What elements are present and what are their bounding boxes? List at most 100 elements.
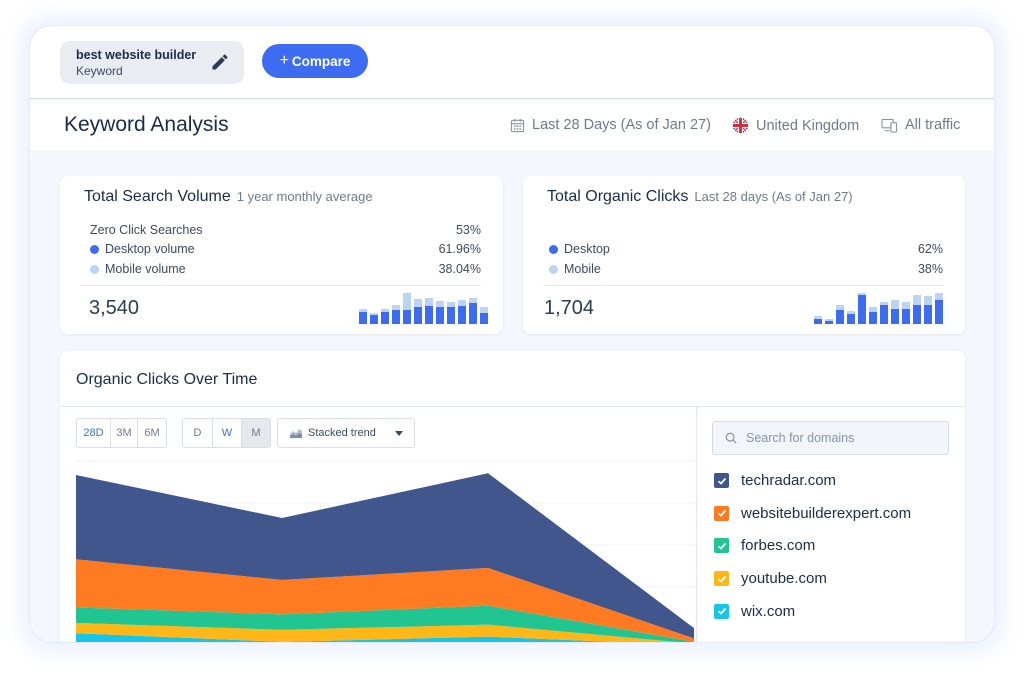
spark-bar (359, 309, 367, 324)
search-volume-title: Total Search Volume (84, 188, 231, 205)
spark-bar-mobile (403, 293, 411, 310)
spark-bar-desktop (458, 306, 466, 324)
chevron-down-icon (395, 431, 403, 436)
desktop-clicks-label: Desktop (564, 242, 610, 256)
date-filter-label: Last 28 Days (As of Jan 27) (532, 117, 711, 133)
organic-clicks-over-time-card: Organic Clicks Over Time 28D 3M 6M D W M… (60, 351, 965, 642)
app-window: best website builder Keyword + Compare K… (30, 26, 994, 642)
zero-click-value: 53% (455, 223, 481, 237)
domain-item[interactable]: youtube.com (714, 570, 827, 587)
spark-bar-mobile (836, 305, 844, 310)
range-option-3m[interactable]: 3M (110, 419, 137, 447)
spark-bar (924, 296, 932, 324)
spark-bar-mobile (847, 311, 855, 314)
range-option-28d[interactable]: 28D (83, 427, 104, 439)
search-icon (725, 432, 737, 444)
plus-icon: + (279, 52, 289, 69)
zero-click-label: Zero Click Searches (90, 223, 203, 237)
checkbox-checked-icon[interactable] (714, 571, 729, 587)
spark-bar-desktop (436, 307, 444, 324)
search-volume-card: Total Search Volume 1 year monthly averag… (60, 176, 503, 334)
uk-flag-icon (732, 117, 749, 134)
domain-search-input[interactable] (746, 431, 926, 445)
date-filter[interactable]: Last 28 Days (As of Jan 27) (510, 117, 711, 133)
spark-bar-desktop (847, 314, 855, 324)
view-mode-dropdown[interactable]: Stacked trend (277, 418, 415, 448)
spark-bar-desktop (825, 321, 833, 324)
organic-clicks-title: Total Organic Clicks (547, 188, 689, 205)
page-header: Keyword Analysis Last 28 Days (As of Jan… (30, 100, 994, 150)
spark-bar-desktop (814, 319, 822, 324)
area-wix-com (76, 633, 616, 642)
area-techradar-com (76, 473, 694, 639)
area-youtube-com (76, 622, 678, 642)
domain-item[interactable]: techradar.com (714, 472, 836, 489)
compare-button[interactable]: + Compare (262, 44, 368, 78)
domain-label: wix.com (741, 602, 796, 620)
spark-bar-desktop (858, 295, 866, 324)
spark-bar (480, 307, 488, 324)
organic-clicks-subtitle: Last 28 days (As of Jan 27) (694, 189, 853, 204)
spark-bar-mobile (825, 319, 833, 321)
checkbox-checked-icon[interactable] (714, 603, 729, 619)
spark-bar-desktop (935, 300, 943, 324)
domain-item[interactable]: websitebuilderexpert.com (714, 505, 911, 522)
pencil-icon[interactable] (210, 52, 230, 72)
desktop-clicks-value: 62% (917, 242, 943, 256)
spark-bar-desktop (414, 307, 422, 324)
spark-bar-mobile (902, 302, 910, 309)
checkbox-checked-icon[interactable] (714, 505, 729, 521)
keyword-chip[interactable]: best website builder Keyword (60, 41, 244, 84)
domain-search[interactable] (712, 421, 949, 455)
domain-item[interactable]: wix.com (714, 603, 795, 620)
spark-bar-mobile (381, 309, 389, 312)
spark-bar (858, 293, 866, 324)
desktop-legend-dot (90, 244, 99, 254)
divider (80, 285, 481, 286)
organic-clicks-total: 1,704 (544, 297, 595, 319)
spark-bar-desktop (869, 312, 877, 324)
spark-bar (847, 311, 855, 324)
view-mode-label: Stacked trend (308, 427, 376, 439)
checkbox-checked-icon[interactable] (714, 538, 729, 554)
area-websitebuilderexpert-com (76, 559, 694, 642)
spark-bar-mobile (880, 302, 888, 305)
granularity-option-d[interactable]: D (193, 427, 202, 439)
spark-bar (869, 307, 877, 324)
range-selector: 28D 3M 6M (76, 418, 167, 448)
divider (60, 406, 965, 407)
granularity-option-m[interactable]: M (241, 419, 270, 447)
spark-bar-mobile (913, 295, 921, 305)
spark-bar (836, 305, 844, 324)
traffic-filter-label: All traffic (905, 117, 961, 133)
spark-bar (458, 300, 466, 324)
spark-bar-mobile (924, 296, 932, 305)
country-filter[interactable]: United Kingdom (732, 117, 859, 134)
keyword-title: best website builder (76, 48, 197, 62)
mobile-legend-dot (549, 264, 558, 274)
spark-bar-desktop (902, 309, 910, 324)
spark-bar (414, 299, 422, 324)
stacked-area-chart (76, 460, 694, 642)
spark-bar-mobile (935, 293, 943, 300)
spark-bar-mobile (447, 302, 455, 307)
spark-bar (825, 319, 833, 324)
granularity-option-w[interactable]: W (212, 419, 241, 447)
domain-label: techradar.com (741, 472, 837, 489)
spark-bar-desktop (370, 315, 378, 324)
traffic-filter[interactable]: All traffic (881, 117, 960, 133)
divider (543, 285, 943, 286)
mobile-volume-label: Mobile volume (105, 262, 186, 276)
domain-item[interactable]: forbes.com (714, 537, 815, 554)
spark-bar-desktop (880, 305, 888, 324)
spark-bar (381, 309, 389, 324)
granularity-selector: D W M (182, 418, 271, 448)
checkbox-checked-icon[interactable] (714, 473, 729, 488)
spark-bar-mobile (414, 299, 422, 307)
spark-bar-desktop (924, 305, 932, 324)
spark-bar-mobile (370, 313, 378, 315)
top-bar: best website builder Keyword + Compare (30, 26, 994, 99)
range-option-6m[interactable]: 6M (137, 419, 166, 447)
spark-bar-desktop (447, 307, 455, 324)
spark-bar (447, 302, 455, 324)
